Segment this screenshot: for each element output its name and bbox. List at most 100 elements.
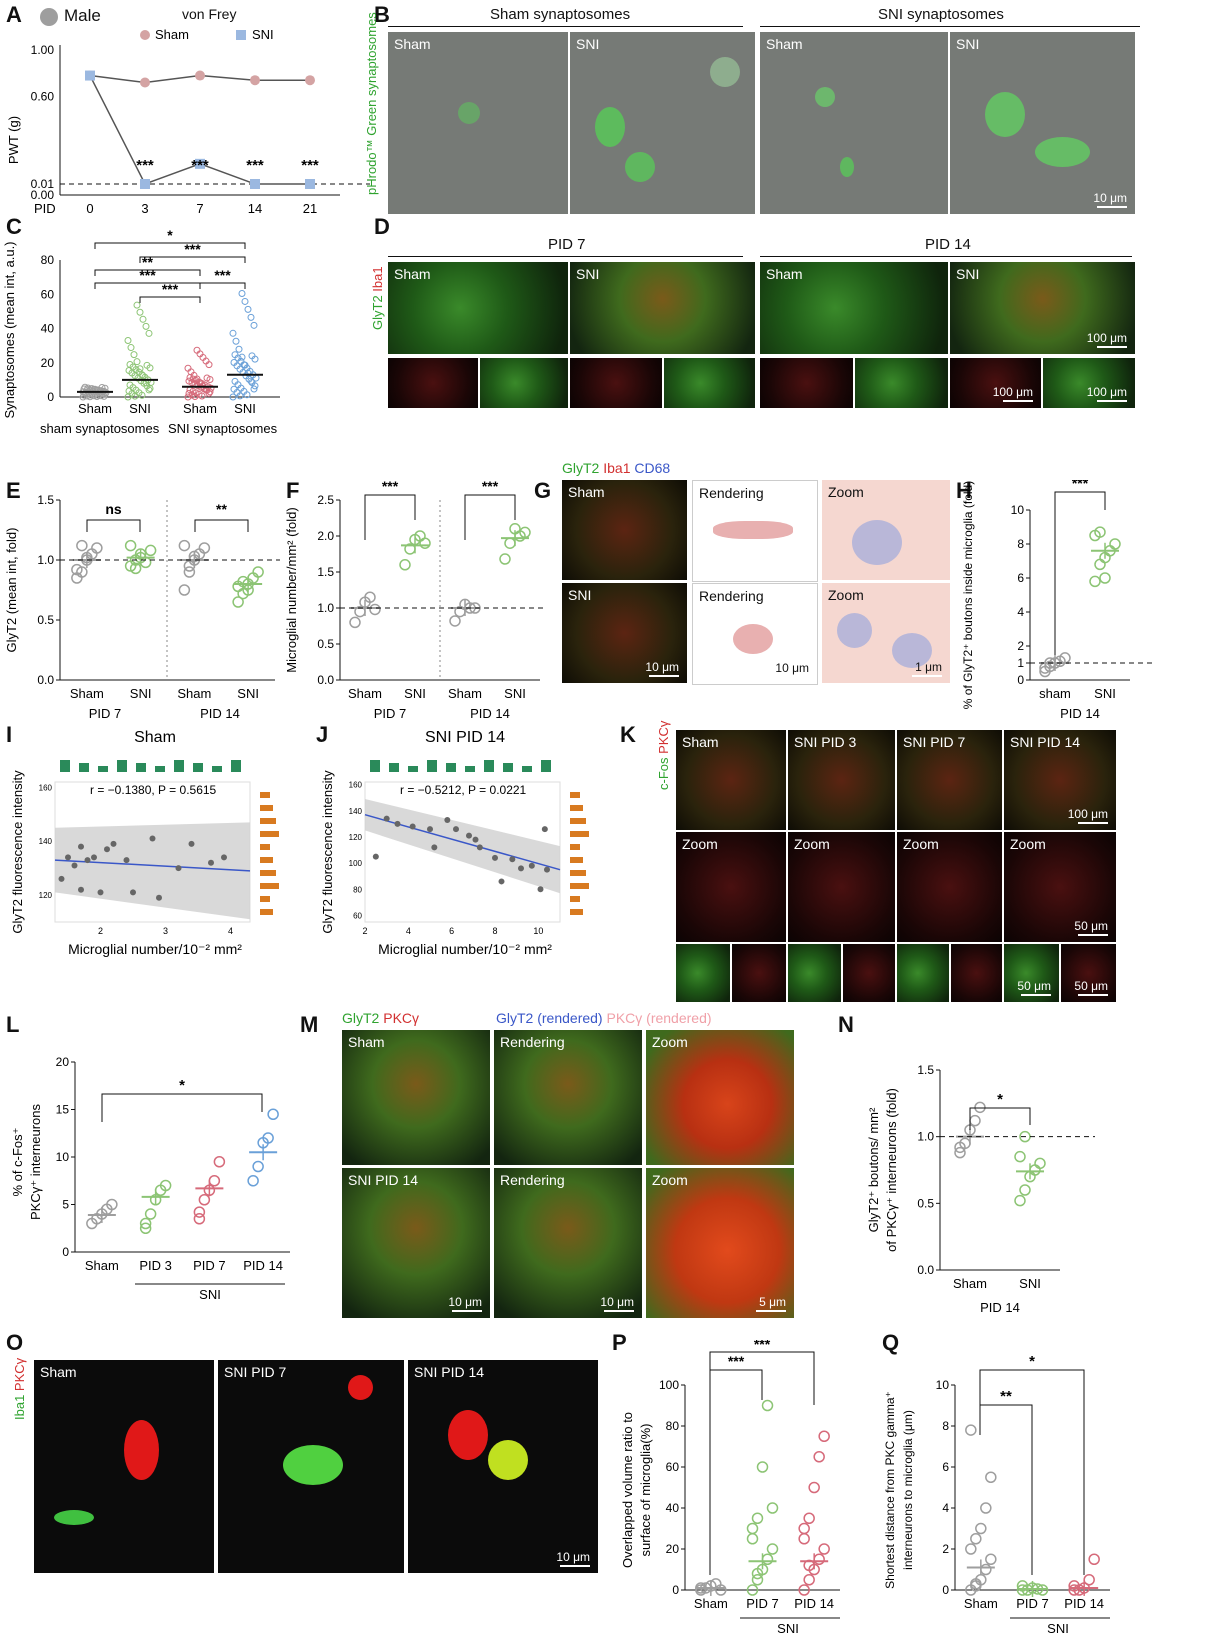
y-tick-label: 0.0 [37,673,54,687]
chart-title: Sham [134,729,176,746]
y-tick-label: 5 [62,1198,69,1212]
data-point [178,584,191,596]
data-point [175,865,182,872]
data-point [1036,1584,1049,1596]
data-point [1014,1150,1026,1163]
data-point [229,329,237,337]
panel-label-o: O [6,1330,24,1355]
panel-label-n: N [838,1012,854,1037]
d-line1 [388,256,743,257]
x-axis-title: PID [34,201,56,216]
y-tick-label: 10 [1011,503,1025,517]
data-point [803,1574,815,1586]
g-tile-2: Rendering [692,480,818,582]
x-tick-label: Sham [85,1258,119,1273]
data-point [372,853,379,860]
significance-bracket [94,269,201,276]
y-axis-title: of PKCγ⁺ interneurons (fold) [884,1088,899,1252]
marginal-bar-right [260,792,270,798]
x-tick-label: 8 [492,926,497,936]
data-point [144,544,157,557]
data-point [444,816,451,823]
significance-label: ** [1000,1388,1012,1405]
y-tick-label: 120 [39,891,53,900]
data-point [178,539,191,552]
data-point [1034,1157,1046,1170]
y-tick-label: 120 [349,833,363,842]
y-tick-label: 1.00 [31,43,55,57]
data-point [1089,575,1101,588]
data-point [985,1471,997,1483]
x-tick-label: 4 [228,926,233,936]
data-point [140,77,150,88]
data-point [65,854,71,861]
g-tile-4: SNI 10 μm [562,583,687,683]
data-point [751,1574,764,1586]
marginal-bar-right [570,883,589,889]
significance-bracket [139,256,246,263]
marginal-bar-top [541,760,551,772]
y-tick-label: 0.01 [31,177,55,191]
data-point [235,345,243,353]
data-point [1099,572,1111,584]
d-sub-4 [664,358,755,408]
x-tick-label: Sham [177,686,211,701]
x-tick-label: 21 [303,201,317,216]
y-tick-label: 140 [349,807,363,816]
data-point [969,1114,981,1127]
data-point [248,352,256,360]
x-tick-label: 3 [163,926,168,936]
data-point [399,559,411,571]
significance-label: *** [162,281,179,297]
marginal-bar-right [260,857,273,863]
d-tile-3: Sham [760,262,948,354]
confidence-band [55,822,250,920]
marginal-bar-top [79,763,89,772]
x-tick-label: 14 [248,201,262,216]
data-point [1016,1580,1029,1592]
y-tick-label: 100 [659,1378,679,1392]
y-tick-label: 1.0 [917,1130,934,1144]
legend-sex: Male [64,6,101,25]
legend-sni-label: SNI [252,27,274,42]
y-tick-label: 1.0 [317,601,334,615]
marginal-bar-top [155,766,165,772]
chart-title: SNI PID 14 [425,729,505,746]
x-tick-label: SNI [130,686,152,701]
data-point [136,308,144,316]
d-tile-1: Sham [388,262,568,354]
k-sub-1 [676,944,730,1002]
group-label: PID 14 [1060,706,1100,720]
d-sub-5 [760,358,853,408]
b-tile-2: SNI [570,32,755,214]
data-point [1014,1194,1026,1207]
marginal-bar-top [193,763,203,772]
data-point [110,840,117,847]
d-line2 [760,256,1132,257]
x-tick-label: 4 [406,926,411,936]
data-point [123,857,130,864]
data-point [528,862,535,869]
y-axis-title: PKCγ⁺ interneurons [28,1104,43,1220]
y-tick-label: 40 [666,1501,680,1515]
marginal-bar-right [260,818,276,824]
y-tick-label: 6 [942,1460,949,1474]
data-point [715,1584,727,1596]
data-point [85,70,95,81]
data-point [145,329,153,337]
significance-label: *** [139,267,156,283]
x-tick-label: SNI [129,401,151,416]
data-point [267,1108,279,1120]
marginal-bar-top [60,760,70,772]
significance-label: * [997,1091,1003,1108]
data-point [472,836,479,843]
x-tick-label: 10 [533,926,543,936]
y-tick-label: 1.0 [37,553,54,567]
marginal-bar-top [503,763,513,772]
data-point [985,1553,997,1565]
data-point [798,1584,810,1596]
data-point [1094,558,1106,571]
panel-label-b: B [374,2,390,27]
x-tick-label: SNI [404,686,426,701]
data-point [1068,1580,1080,1592]
